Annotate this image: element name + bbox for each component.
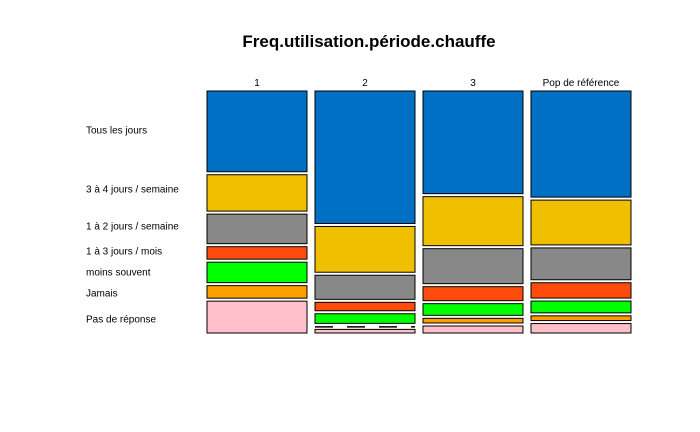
mosaic-tile xyxy=(206,174,308,212)
mosaic-tile xyxy=(314,301,416,312)
mosaic-tile xyxy=(422,196,524,247)
mosaic-tile xyxy=(530,282,632,299)
chart-title: Freq.utilisation.période.chauffe xyxy=(242,32,495,51)
column-label: 1 xyxy=(254,78,260,89)
mosaic-tile xyxy=(206,246,308,260)
mosaic-tiles xyxy=(206,90,632,334)
mosaic-tile xyxy=(422,286,524,302)
mosaic-tile xyxy=(314,313,416,324)
mosaic-tile xyxy=(422,303,524,316)
column-label: 3 xyxy=(470,78,476,89)
mosaic-tile xyxy=(530,300,632,314)
mosaic-tile xyxy=(314,274,416,300)
row-label: 1 à 3 jours / mois xyxy=(86,247,162,258)
mosaic-tile xyxy=(314,225,416,273)
mosaic-tile xyxy=(422,248,524,285)
row-label: Tous les jours xyxy=(86,126,147,137)
row-label: Jamais xyxy=(86,289,118,300)
mosaic-tile xyxy=(530,247,632,281)
row-label: moins souvent xyxy=(86,268,151,279)
column-label: Pop de référence xyxy=(543,78,620,89)
mosaic-tile xyxy=(422,90,524,195)
mosaic-tile xyxy=(314,328,416,334)
mosaic-tile xyxy=(530,323,632,334)
mosaic-tile xyxy=(530,90,632,198)
mosaic-tile xyxy=(206,285,308,299)
column-labels: 1 2 3 Pop de référence xyxy=(254,78,620,89)
mosaic-tile xyxy=(206,213,308,245)
mosaic-tile xyxy=(206,300,308,334)
mosaic-tile xyxy=(422,317,524,324)
mosaic-tile xyxy=(206,261,308,284)
column-label: 2 xyxy=(362,78,368,89)
row-labels: Tous les jours 3 à 4 jours / semaine 1 à 2… xyxy=(86,126,179,326)
mosaic-tile xyxy=(530,199,632,246)
row-label: 3 à 4 jours / semaine xyxy=(86,185,179,196)
row-label: Pas de réponse xyxy=(86,315,156,326)
mosaic-tile xyxy=(530,315,632,322)
mosaic-tile xyxy=(314,90,416,224)
row-label: 1 à 2 jours / semaine xyxy=(86,222,179,233)
mosaic-tile xyxy=(422,325,524,334)
mosaic-tile xyxy=(206,90,308,173)
